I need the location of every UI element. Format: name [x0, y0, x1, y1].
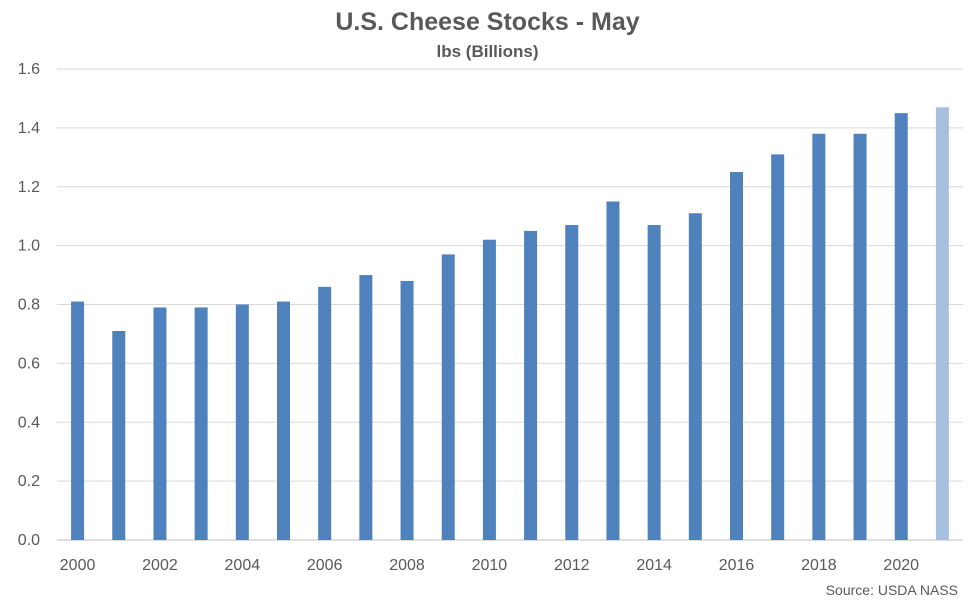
bar-2018	[812, 133, 826, 540]
y-tick-label: 1.4	[18, 120, 40, 137]
bar-2000	[71, 301, 85, 540]
x-tick-label: 2002	[142, 557, 178, 574]
bar-2015	[688, 213, 702, 540]
bar-2003	[194, 307, 208, 540]
y-tick-label: 0.4	[18, 414, 40, 431]
x-tick-label: 2020	[883, 557, 919, 574]
bar-2021	[935, 107, 949, 541]
x-tick-label: 2012	[554, 557, 590, 574]
bar-2019	[853, 133, 867, 540]
bar-2005	[277, 301, 290, 540]
chart-title: U.S. Cheese Stocks - May	[335, 8, 640, 36]
bar-2010	[482, 239, 496, 541]
bar-2006	[318, 286, 332, 540]
bar-2004	[235, 304, 249, 540]
chart-subtitle: lbs (Billions)	[436, 42, 539, 61]
bar-2020	[894, 113, 908, 540]
bar-2013	[606, 201, 620, 540]
y-tick-label: 0.2	[18, 473, 40, 490]
x-tick-label: 2016	[719, 557, 755, 574]
bar-2007	[359, 275, 373, 540]
bar-2012	[565, 225, 579, 541]
bar-2001	[112, 330, 126, 540]
bar-2009	[441, 254, 455, 541]
bar-2014	[647, 225, 661, 541]
x-tick-label: 2000	[60, 557, 96, 574]
source-note: Source: USDA NASS	[825, 582, 958, 598]
x-tick-label: 2018	[801, 557, 837, 574]
x-tick-label: 2008	[389, 557, 425, 574]
y-tick-label: 0.0	[18, 532, 40, 549]
y-tick-label: 1.2	[18, 179, 40, 196]
y-tick-label: 0.6	[18, 355, 40, 372]
bar-2011	[524, 230, 538, 540]
y-tick-label: 1.0	[18, 238, 40, 255]
x-tick-label: 2010	[472, 557, 508, 574]
x-tick-label: 2006	[307, 557, 343, 574]
bar-2017	[771, 154, 785, 540]
x-tick-label: 2004	[225, 557, 261, 574]
y-tick-label: 0.8	[18, 297, 40, 314]
x-tick-label: 2014	[636, 557, 672, 574]
bar-2002	[153, 307, 167, 540]
bar-2016	[730, 172, 743, 540]
y-tick-label: 1.6	[18, 61, 40, 78]
bar-2008	[400, 280, 414, 540]
